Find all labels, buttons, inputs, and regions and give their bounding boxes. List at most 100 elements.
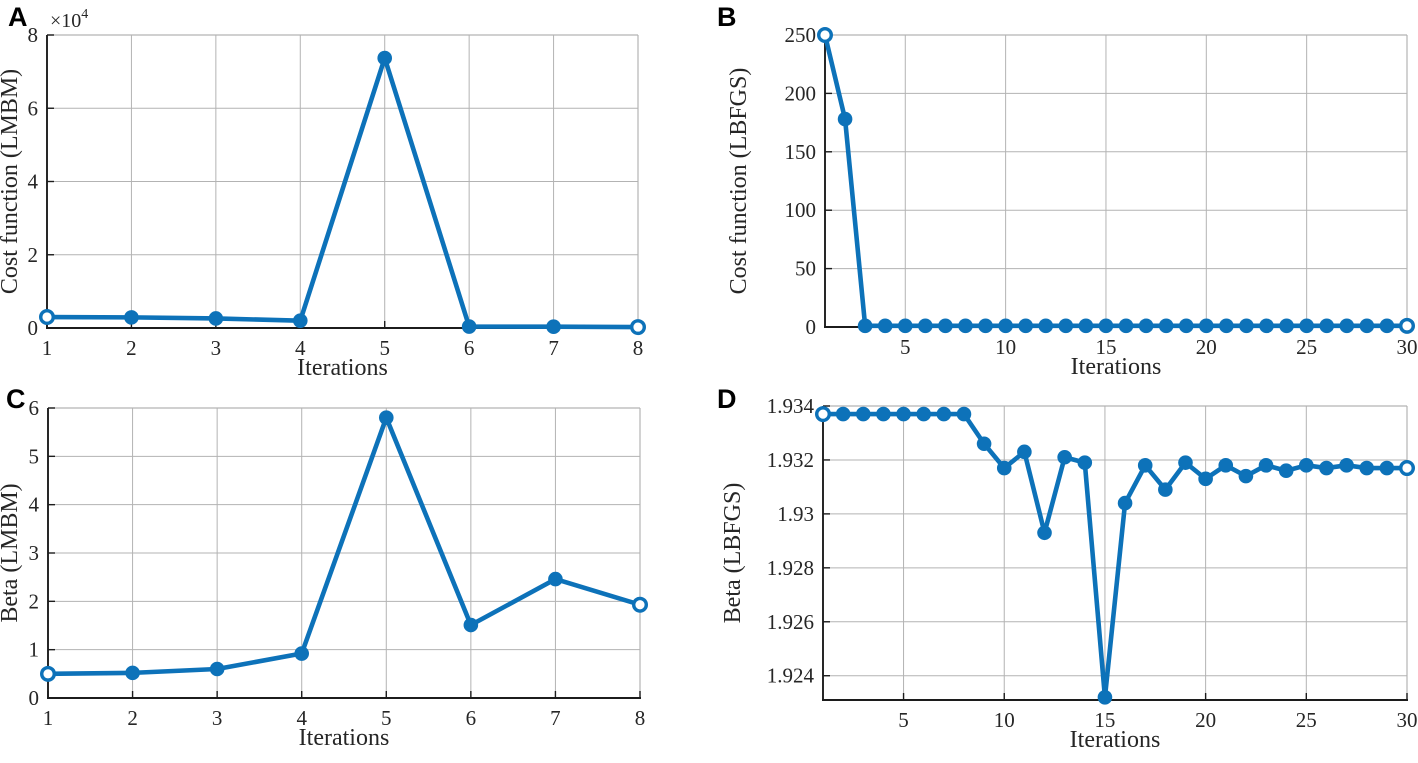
panel-d: 5 10 15 20 25 30 1.924 1.926 1.928 1.93 1.932 1.934… xyxy=(709,381,1418,763)
y-tick-label: 200 xyxy=(785,81,817,105)
y-tick-label: 4 xyxy=(29,493,40,517)
x-tick-label: 25 xyxy=(1296,335,1317,359)
tick-labels: 5 10 15 20 25 30 1.924 1.926 1.928 1.93 1.932 1.934 xyxy=(767,394,1418,732)
y-tick-label: 3 xyxy=(29,541,40,565)
open-marker xyxy=(814,406,831,423)
y-tick-label: 1.926 xyxy=(767,610,814,634)
data-marker xyxy=(378,410,394,425)
x-tick-label: 15 xyxy=(1095,335,1116,359)
data-marker xyxy=(1117,495,1133,511)
data-marker xyxy=(292,313,308,328)
data-marker xyxy=(1178,455,1193,470)
y-tick-label: 0 xyxy=(29,686,40,710)
data-marker xyxy=(998,318,1013,334)
x-axis-label: Iterations xyxy=(299,725,390,751)
x-tick-label: 8 xyxy=(633,336,644,360)
x-tick-label: 20 xyxy=(1195,708,1216,732)
series-markers xyxy=(816,27,1416,334)
y-tick-label: 6 xyxy=(28,96,39,120)
data-marker xyxy=(1058,318,1074,334)
data-marker xyxy=(938,318,953,334)
data-marker xyxy=(918,318,933,334)
y-axis-label: Cost function (LBFGS) xyxy=(726,68,752,295)
x-tick-label: 2 xyxy=(127,706,138,730)
data-marker xyxy=(876,406,891,422)
data-marker xyxy=(1198,471,1213,487)
x-tick-label: 4 xyxy=(295,336,306,360)
y-tick-label: 8 xyxy=(28,23,39,47)
x-tick-label: 4 xyxy=(296,706,307,730)
y-tick-label: 4 xyxy=(28,170,39,194)
grid-lines xyxy=(46,34,639,329)
data-marker xyxy=(877,318,893,334)
data-marker xyxy=(1037,525,1052,541)
data-marker xyxy=(958,318,973,334)
y-axis-label: Beta (LBFGS) xyxy=(720,483,746,624)
data-marker xyxy=(125,665,140,681)
data-marker xyxy=(1199,318,1214,334)
data-marker xyxy=(916,406,931,422)
open-marker xyxy=(39,309,56,326)
data-marker xyxy=(1278,463,1294,479)
x-axis-label: Iterations xyxy=(1070,727,1161,753)
series-line xyxy=(45,415,643,677)
x-axis-label: Iterations xyxy=(297,355,388,381)
data-marker xyxy=(1258,458,1274,473)
open-marker xyxy=(40,665,57,682)
data-marker xyxy=(1158,318,1174,334)
x-tick-label: 5 xyxy=(900,335,911,359)
panel-label-d: D xyxy=(717,384,737,414)
data-marker xyxy=(1118,318,1134,334)
data-marker xyxy=(835,406,851,422)
data-marker xyxy=(857,318,873,334)
y-tick-label: 250 xyxy=(785,23,817,47)
tick-labels: 1 2 3 4 5 6 7 8 0 2 4 6 8 xyxy=(28,23,644,360)
data-marker xyxy=(124,310,139,325)
x-tick-label: 3 xyxy=(211,336,222,360)
plot-frame xyxy=(47,34,639,328)
x-tick-label: 1 xyxy=(43,706,54,730)
data-marker xyxy=(1137,458,1153,473)
data-marker xyxy=(1359,460,1375,476)
data-marker xyxy=(976,436,992,452)
x-tick-label: 5 xyxy=(379,336,390,360)
data-marker xyxy=(1098,318,1114,334)
x-tick-label: 6 xyxy=(466,706,477,730)
data-marker xyxy=(1219,318,1234,334)
x-tick-label: 6 xyxy=(464,336,475,360)
y-tick-label: 0 xyxy=(28,316,39,340)
data-marker xyxy=(1299,318,1314,334)
y-tick-label: 50 xyxy=(795,257,816,281)
x-tick-label: 5 xyxy=(898,708,909,732)
tick-marks xyxy=(823,405,1408,700)
panel-a: 1 2 3 4 5 6 7 8 0 2 4 6 8 ×104 Iterations Cost function… xyxy=(0,0,709,381)
panel-c: 1 2 3 4 5 6 7 8 0 1 2 3 4 5 6 Iterations Beta (LMBM) xyxy=(0,381,709,763)
open-marker xyxy=(630,319,647,336)
cost-function-lbfgs-chart: 5 10 15 20 25 30 0 50 100 150 200 250 Iterations Cost… xyxy=(726,23,1418,380)
series-markers xyxy=(40,410,649,682)
y-tick-label: 100 xyxy=(785,198,817,222)
plot-frame xyxy=(825,34,1408,327)
tick-marks xyxy=(825,34,1408,328)
data-marker xyxy=(1178,318,1194,334)
data-marker xyxy=(996,460,1012,476)
x-tick-label: 30 xyxy=(1397,708,1418,732)
data-marker xyxy=(1259,318,1274,334)
plot-frame xyxy=(823,405,1408,700)
x-tick-label: 20 xyxy=(1196,335,1217,359)
data-marker xyxy=(956,406,972,422)
data-marker xyxy=(1239,318,1254,334)
data-marker xyxy=(1218,458,1234,473)
panel-label-a: A xyxy=(8,2,28,32)
data-marker xyxy=(936,406,952,422)
data-marker xyxy=(1158,482,1173,497)
panel-b: 5 10 15 20 25 30 0 50 100 150 200 250 Iterations Cost… xyxy=(709,0,1418,381)
panel-label-c: C xyxy=(6,384,26,414)
series-markers xyxy=(814,406,1416,705)
series-line xyxy=(44,55,641,330)
data-marker xyxy=(1138,318,1154,334)
beta-lbfgs-chart: 5 10 15 20 25 30 1.924 1.926 1.928 1.93 1.932 1.934… xyxy=(720,394,1418,753)
